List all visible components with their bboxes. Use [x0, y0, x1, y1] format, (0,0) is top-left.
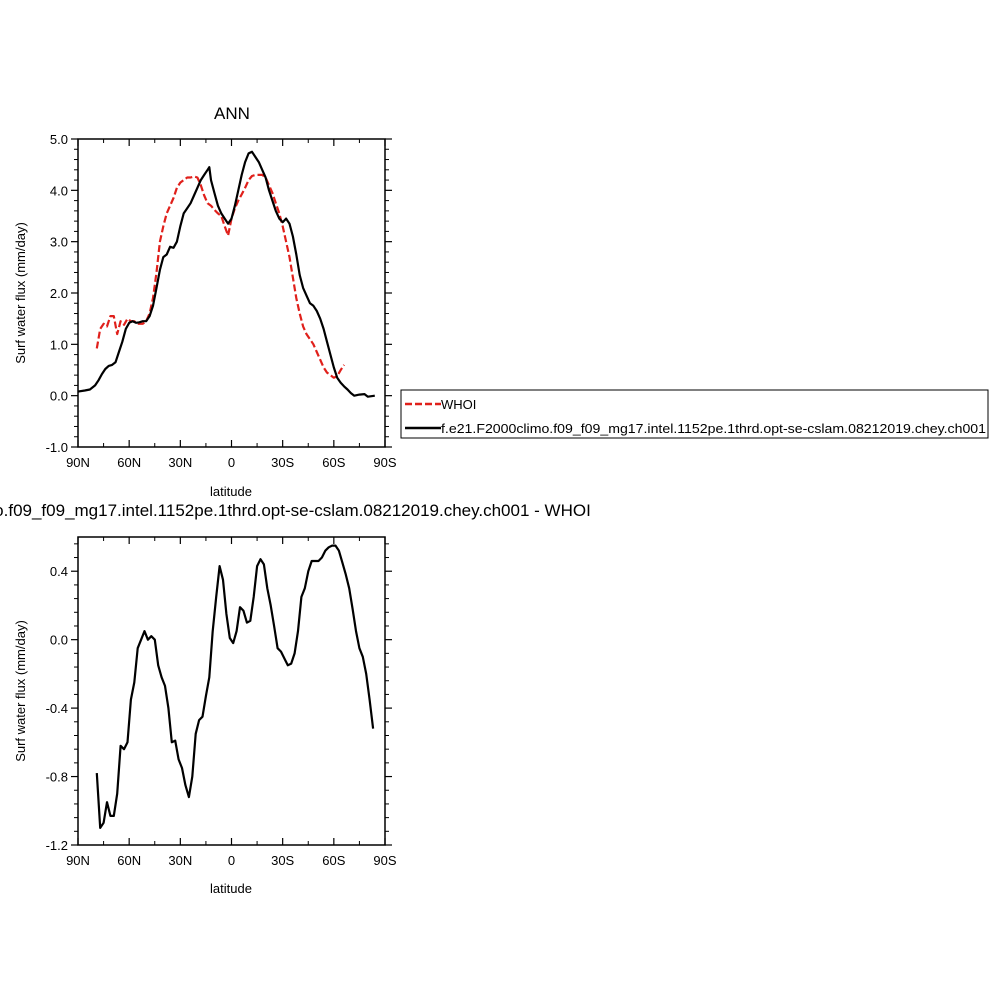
- bottom-chart-y-tick-label: 0.0: [50, 633, 68, 648]
- top-chart-y-tick-label: 3.0: [50, 235, 68, 250]
- legend-label-model: f.e21.F2000climo.f09_f09_mg17.intel.1152…: [441, 421, 986, 436]
- bottom-chart-x-axis-label: latitude: [210, 881, 252, 896]
- bottom-chart-x-tick-label: 30S: [271, 853, 294, 868]
- top-chart-y-axis-label: Surf water flux (mm/day): [13, 222, 28, 364]
- top-chart-x-tick-label: 90S: [373, 455, 396, 470]
- legend: WHOI f.e21.F2000climo.f09_f09_mg17.intel…: [400, 389, 989, 439]
- top-chart-series-line-2: [77, 150, 375, 398]
- top-chart-x-tick-label: 90N: [66, 455, 90, 470]
- bottom-chart-x-tick-label: 90S: [373, 853, 396, 868]
- top-chart-title: ANN: [214, 104, 250, 123]
- top-chart-x-tick-label: 30S: [271, 455, 294, 470]
- top-chart-x-tick-label: 60S: [322, 455, 345, 470]
- top-chart-frame: [77, 138, 386, 448]
- top-chart-y-tick-label: 5.0: [50, 132, 68, 147]
- top-chart-x-axis-label: latitude: [210, 484, 252, 499]
- top-chart: ANN 90N 60N 30N 0 30S 60S 90S -1.0 0.0 1.0 2.0 3.0 4…: [13, 104, 989, 499]
- bottom-chart-series-line-1: [95, 544, 375, 829]
- bottom-chart-x-tick-label: 60N: [117, 853, 141, 868]
- bottom-chart-x-tick-label: 90N: [66, 853, 90, 868]
- legend-label-whoi: WHOI: [441, 397, 476, 412]
- top-chart-y-tick-label: -1.0: [46, 440, 68, 455]
- bottom-chart-plot-area: 90N 60N 30N 0 30S 60S 90S -1.2 -0.8 -0.4 0.0 0.4: [46, 537, 397, 868]
- top-chart-x-tick-label: 30N: [168, 455, 192, 470]
- top-chart-y-tick-label: 2.0: [50, 286, 68, 301]
- top-chart-x-tick-label: 0: [228, 455, 235, 470]
- top-chart-x-tick-label: 60N: [117, 455, 141, 470]
- bottom-chart-y-tick-label: 0.4: [50, 564, 68, 579]
- bottom-chart-frame: [77, 536, 386, 846]
- bottom-chart-x-tick-label: 60S: [322, 853, 345, 868]
- top-chart-series-line-1: [95, 173, 346, 379]
- top-chart-plot-area: 90N 60N 30N 0 30S 60S 90S -1.0 0.0 1.0 2.0 3.0 4.0 5.…: [46, 132, 397, 470]
- top-chart-y-tick-label: 1.0: [50, 337, 68, 352]
- top-chart-y-tick-label: 0.0: [50, 389, 68, 404]
- bottom-chart-y-tick-label: -1.2: [46, 838, 68, 853]
- bottom-chart-x-tick-label: 30N: [168, 853, 192, 868]
- bottom-chart-x-tick-label: 0: [228, 853, 235, 868]
- bottom-chart-y-tick-label: -0.4: [46, 701, 68, 716]
- legend-box: [400, 389, 989, 439]
- bottom-chart: f.e21.F2000climo.f09_f09_mg17.intel.1152…: [0, 501, 591, 896]
- bottom-chart-y-tick-label: -0.8: [46, 770, 68, 785]
- bottom-chart-title: f.e21.F2000climo.f09_f09_mg17.intel.1152…: [0, 501, 591, 520]
- bottom-chart-y-axis-label: Surf water flux (mm/day): [13, 620, 28, 762]
- top-chart-y-tick-label: 4.0: [50, 183, 68, 198]
